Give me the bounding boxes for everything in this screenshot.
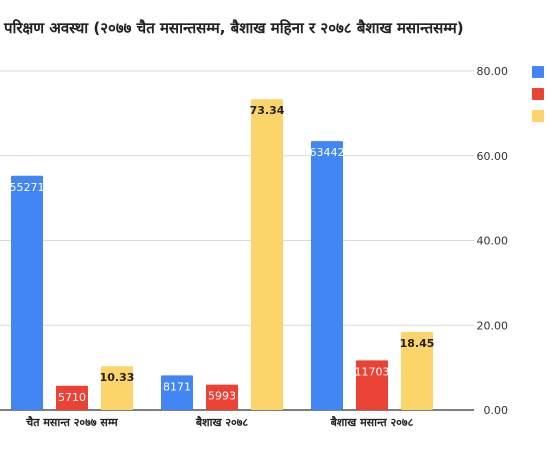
right-axis-tick-label: 80.00 [477, 65, 509, 78]
bar [11, 175, 43, 410]
legend-swatch [532, 110, 544, 122]
legend-swatch [532, 88, 544, 100]
bar-data-label: 18.45 [400, 337, 435, 350]
bar [56, 385, 88, 410]
right-axis-tick-label: 40.00 [477, 235, 509, 248]
bar [311, 141, 343, 410]
bar [101, 366, 133, 410]
legend-swatch [532, 66, 544, 78]
bar [251, 99, 283, 411]
right-axis-tick-label: 60.00 [477, 150, 509, 163]
bar [356, 360, 388, 410]
bar-data-label: 63442 [310, 146, 345, 159]
bar [206, 384, 238, 410]
chart-title: परिक्षण अवस्था (२०७७ चैत मसान्तसम्म, बैश… [4, 19, 464, 37]
bar-data-label: 55271 [10, 181, 45, 194]
bar-data-label: 73.34 [250, 104, 285, 117]
right-axis-tick-label: 0.00 [484, 404, 509, 417]
bar-data-label: 5710 [58, 391, 86, 404]
bar-data-label: 10.33 [100, 371, 135, 384]
bar [401, 331, 433, 410]
bar-data-label: 8171 [163, 380, 191, 393]
right-axis-tick-label: 20.00 [477, 319, 509, 332]
x-axis-category-label: चैत मसान्त २०७७ सम्म [25, 415, 118, 429]
x-axis-category-label: बैशाख २०७८ [195, 415, 249, 429]
bar-data-label: 5993 [208, 390, 236, 403]
bar-data-label: 11703 [355, 365, 390, 378]
x-axis-category-label: बैशाख मसान्त २०७८ [330, 415, 414, 429]
bar [161, 375, 193, 410]
